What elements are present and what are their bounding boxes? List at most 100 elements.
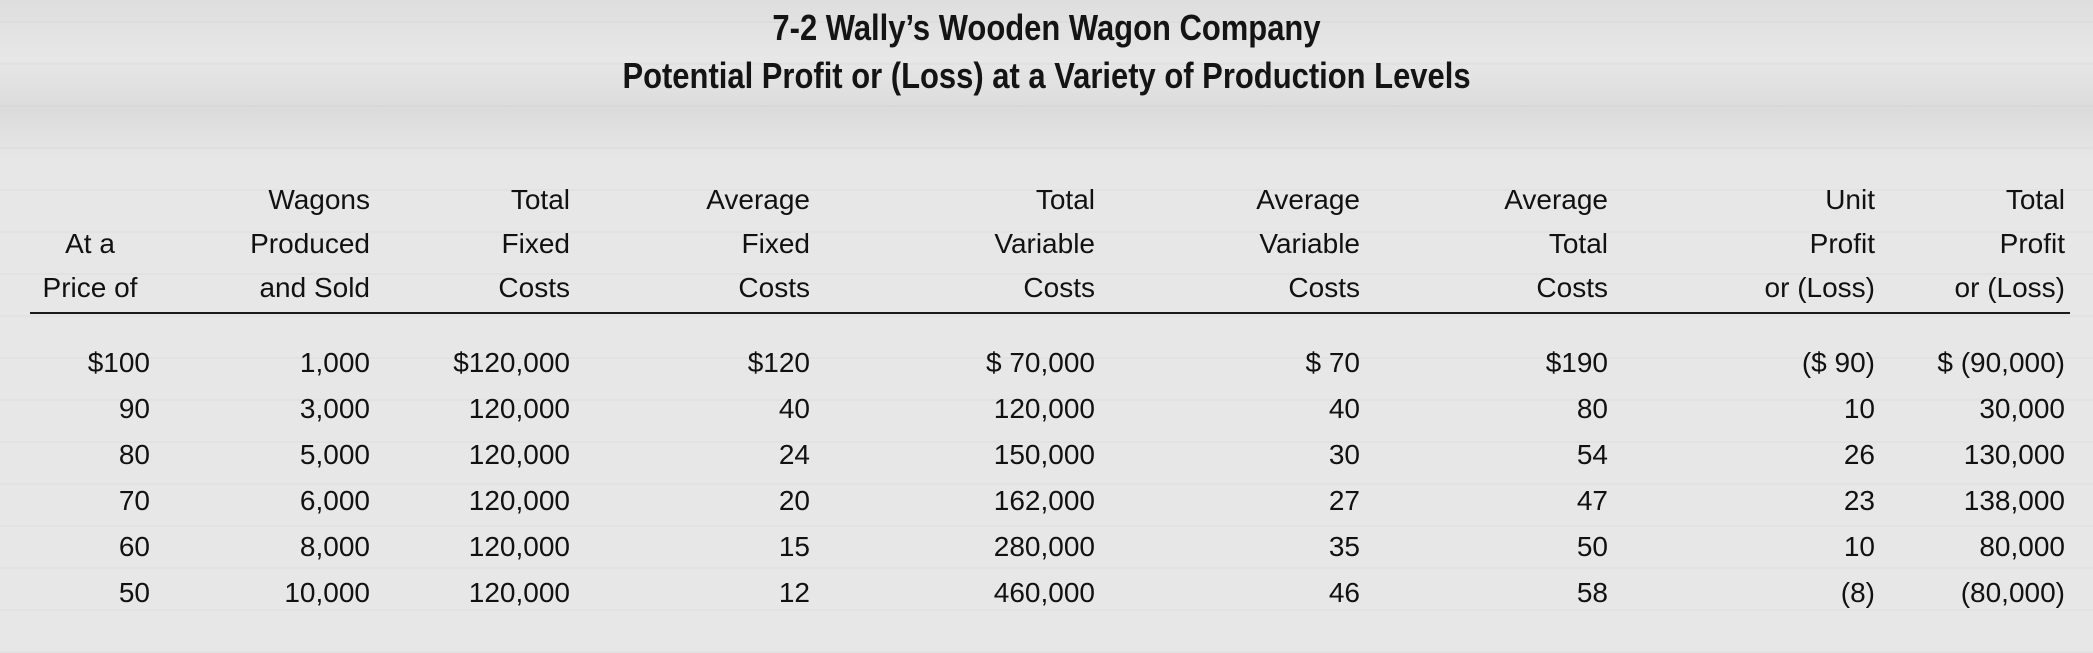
header-average-variable-line-3: Costs xyxy=(1288,272,1360,303)
table-cell: 70 xyxy=(118,485,150,516)
header-unit-profit-line-1: Unit xyxy=(1825,184,1875,215)
table-cell: 27 xyxy=(1328,485,1360,516)
header-average-fixed-line-1: Average xyxy=(706,184,810,215)
table-cell: 10 xyxy=(1843,393,1875,424)
table-cell: 10,000 xyxy=(284,577,370,608)
table-cell: 120,000 xyxy=(468,393,570,424)
header-wagons-line-1: Wagons xyxy=(268,184,370,215)
table-header: At a Price of Wagons Produced and Sold T… xyxy=(30,170,2080,310)
header-average-fixed-line-2: Fixed xyxy=(741,228,810,259)
table-cell: 120,000 xyxy=(468,485,570,516)
table-cell: 162,000 xyxy=(993,485,1095,516)
table-cell: $ (90,000) xyxy=(1937,347,2065,378)
table-cell: 80 xyxy=(118,439,150,470)
table-cell: 30 xyxy=(1328,439,1360,470)
profit-table: At a Price of Wagons Produced and Sold T… xyxy=(30,170,2080,640)
table-cell: $ 70,000 xyxy=(986,347,1095,378)
table-row: 50 10,000 120,000 12 460,000 46 58 (8) (80,000) xyxy=(30,570,2080,616)
header-total-profit: Total Profit or (Loss) xyxy=(1890,170,2065,310)
table-cell: 40 xyxy=(778,393,810,424)
table-cell: 35 xyxy=(1328,531,1360,562)
table-cell: 20 xyxy=(778,485,810,516)
table-cell: 130,000 xyxy=(1963,439,2065,470)
table-cell: 40 xyxy=(1328,393,1360,424)
header-total-variable-line-1: Total xyxy=(1035,184,1095,215)
table-cell: 47 xyxy=(1576,485,1608,516)
header-wagons: Wagons Produced and Sold xyxy=(180,170,370,310)
table-row: $100 1,000 $120,000 $120 $ 70,000 $ 70 $190 ($ … xyxy=(30,340,2080,386)
table-cell: 120,000 xyxy=(468,531,570,562)
table-cell: 80,000 xyxy=(1979,531,2065,562)
header-price: At a Price of xyxy=(30,170,150,310)
header-average-total-line-2: Total xyxy=(1548,228,1608,259)
header-rule xyxy=(30,312,2070,314)
table-cell: 120,000 xyxy=(468,439,570,470)
table-cell: 50 xyxy=(1576,531,1608,562)
table-row: 90 3,000 120,000 40 120,000 40 80 10 30,000 xyxy=(30,386,2080,432)
table-cell: 46 xyxy=(1328,577,1360,608)
table-cell: $120,000 xyxy=(453,347,570,378)
table-cell: 1,000 xyxy=(299,347,370,378)
header-total-fixed-line-3: Costs xyxy=(498,272,570,303)
table-cell: 60 xyxy=(118,531,150,562)
table-cell: 50 xyxy=(118,577,150,608)
table-cell: $190 xyxy=(1545,347,1608,378)
table-cell: 90 xyxy=(118,393,150,424)
table-cell: 6,000 xyxy=(299,485,370,516)
table-cell: 120,000 xyxy=(468,577,570,608)
table-cell: 150,000 xyxy=(993,439,1095,470)
header-unit-profit-line-3: or (Loss) xyxy=(1764,272,1875,303)
header-average-variable: Average Variable Costs xyxy=(1140,170,1360,310)
header-total-fixed-line-2: Fixed xyxy=(501,228,570,259)
header-price-line-2: At a xyxy=(65,228,115,259)
header-average-fixed-line-3: Costs xyxy=(738,272,810,303)
table-cell: (80,000) xyxy=(1960,577,2065,608)
table-cell: 138,000 xyxy=(1963,485,2065,516)
header-unit-profit-line-2: Profit xyxy=(1809,228,1875,259)
header-total-variable: Total Variable Costs xyxy=(850,170,1095,310)
table-cell: 280,000 xyxy=(993,531,1095,562)
header-price-line-3: Price of xyxy=(42,272,138,303)
table-cell: 12 xyxy=(778,577,810,608)
header-total-fixed: Total Fixed Costs xyxy=(390,170,570,310)
table-row: 80 5,000 120,000 24 150,000 30 54 26 130,000 xyxy=(30,432,2080,478)
header-total-profit-line-1: Total xyxy=(2005,184,2065,215)
header-average-variable-line-2: Variable xyxy=(1259,228,1360,259)
table-cell: $120 xyxy=(747,347,810,378)
table-cell: $100 xyxy=(87,347,150,378)
table-cell: ($ 90) xyxy=(1801,347,1875,378)
table-row: 70 6,000 120,000 20 162,000 27 47 23 138,000 xyxy=(30,478,2080,524)
table-title: 7-2 Wally’s Wooden Wagon Company Potenti… xyxy=(147,4,1947,100)
header-total-variable-line-2: Variable xyxy=(994,228,1095,259)
table-cell: 3,000 xyxy=(299,393,370,424)
table-cell: 5,000 xyxy=(299,439,370,470)
table-cell: 15 xyxy=(778,531,810,562)
header-average-variable-line-1: Average xyxy=(1256,184,1360,215)
table-cell: 10 xyxy=(1843,531,1875,562)
header-total-profit-line-3: or (Loss) xyxy=(1954,272,2065,303)
title-line-1: 7-2 Wally’s Wooden Wagon Company xyxy=(772,7,1321,48)
header-average-total-line-1: Average xyxy=(1504,184,1608,215)
title-line-2: Potential Profit or (Loss) at a Variety … xyxy=(622,55,1471,96)
table-cell: 24 xyxy=(778,439,810,470)
header-average-fixed: Average Fixed Costs xyxy=(630,170,810,310)
table-cell: 80 xyxy=(1576,393,1608,424)
header-average-total-line-3: Costs xyxy=(1536,272,1608,303)
table-cell: 23 xyxy=(1843,485,1875,516)
table-cell: $ 70 xyxy=(1305,347,1361,378)
table-cell: 58 xyxy=(1576,577,1608,608)
header-wagons-line-2: Produced xyxy=(250,228,370,259)
table-cell: 460,000 xyxy=(993,577,1095,608)
header-wagons-line-3: and Sold xyxy=(259,272,370,303)
header-unit-profit: Unit Profit or (Loss) xyxy=(1630,170,1875,310)
table-cell: (8) xyxy=(1840,577,1875,608)
table-body: $100 1,000 $120,000 $120 $ 70,000 $ 70 $190 ($ … xyxy=(30,340,2080,616)
table-cell: 54 xyxy=(1576,439,1608,470)
header-total-variable-line-3: Costs xyxy=(1023,272,1095,303)
table-cell: 120,000 xyxy=(993,393,1095,424)
table-cell: 30,000 xyxy=(1979,393,2065,424)
table-cell: 26 xyxy=(1843,439,1875,470)
header-average-total: Average Total Costs xyxy=(1390,170,1608,310)
header-total-profit-line-2: Profit xyxy=(1999,228,2065,259)
header-total-fixed-line-1: Total xyxy=(510,184,570,215)
